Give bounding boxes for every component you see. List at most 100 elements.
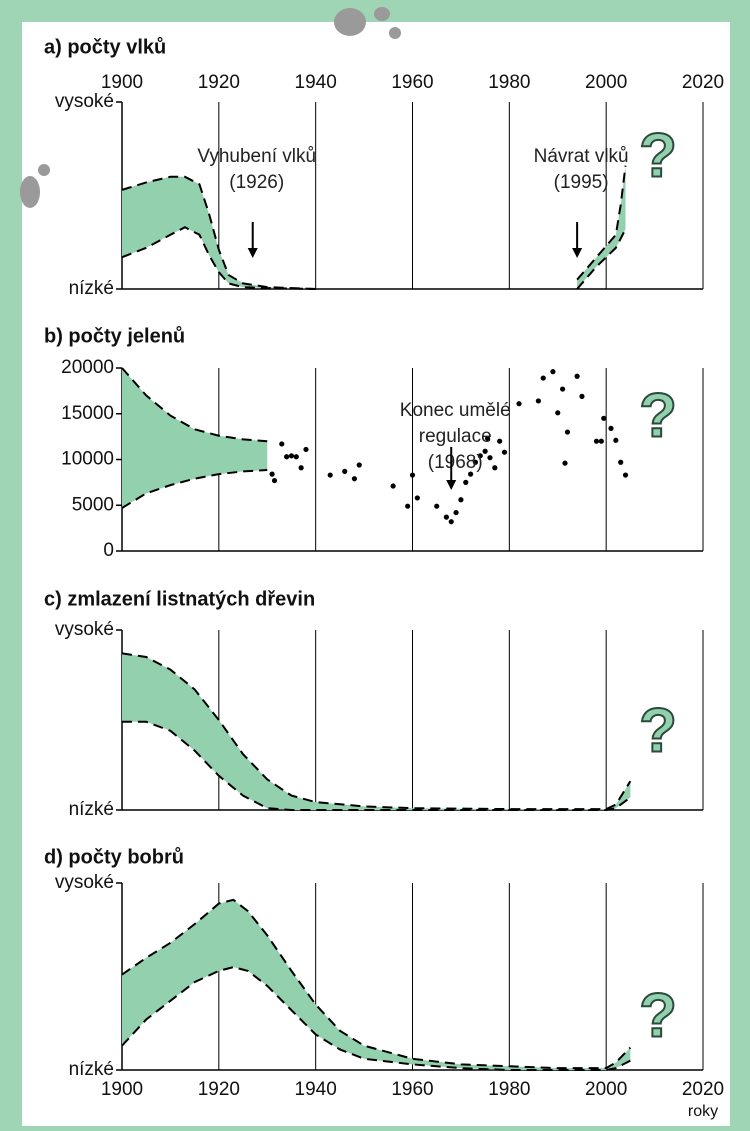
data-point xyxy=(482,448,488,454)
y-tick-label: vysoké xyxy=(55,619,114,640)
band-edge xyxy=(121,175,316,290)
band-edge xyxy=(121,367,268,443)
data-point xyxy=(303,446,309,453)
arrow-head xyxy=(446,480,457,490)
band-area xyxy=(122,368,268,508)
data-point xyxy=(559,386,566,392)
data-point xyxy=(492,465,498,471)
question-mark: ? xyxy=(639,696,677,765)
data-point xyxy=(601,415,607,421)
band-area xyxy=(122,899,631,1070)
y-tick-label: 15000 xyxy=(61,403,114,424)
y-tick-label: 0 xyxy=(103,540,114,561)
chart-title: d) počty bobrů xyxy=(44,846,184,868)
y-tick-label: nízké xyxy=(69,799,114,820)
data-point xyxy=(414,495,420,501)
data-point xyxy=(293,454,299,460)
x-tick-label: 1900 xyxy=(101,72,143,93)
annotation: (1995) xyxy=(554,172,609,193)
data-point xyxy=(458,497,464,503)
data-point xyxy=(468,471,474,477)
x-axis-label: roky xyxy=(688,1103,718,1120)
data-point xyxy=(564,429,571,435)
data-point xyxy=(484,435,491,442)
band-edge xyxy=(121,898,632,1070)
data-point xyxy=(477,453,483,459)
x-tick-label: 2020 xyxy=(682,1079,724,1100)
data-point xyxy=(356,462,362,468)
x-tick-label: 2000 xyxy=(585,72,627,93)
y-tick-label: nízké xyxy=(69,278,114,299)
y-tick-label: 10000 xyxy=(61,449,114,470)
band-area xyxy=(577,165,626,289)
data-point xyxy=(497,438,503,444)
data-point xyxy=(593,438,600,444)
band-area xyxy=(122,176,316,289)
data-point xyxy=(487,455,493,461)
data-point xyxy=(608,425,614,431)
band-edge xyxy=(576,165,627,281)
arrow-head xyxy=(572,248,583,258)
y-tick-label: 5000 xyxy=(72,494,114,515)
data-point xyxy=(443,514,449,520)
annotation: regulace xyxy=(419,426,492,447)
data-point xyxy=(613,437,619,443)
data-point xyxy=(550,369,556,375)
question-mark: ? xyxy=(639,981,677,1050)
data-point xyxy=(279,441,285,447)
y-tick-label: vysoké xyxy=(55,872,114,893)
band-edge xyxy=(121,226,316,290)
data-point xyxy=(540,375,546,381)
x-tick-label: 1940 xyxy=(295,72,337,93)
data-point xyxy=(327,472,333,478)
data-point xyxy=(434,503,440,509)
y-tick-label: nízké xyxy=(69,1059,114,1080)
paw-print xyxy=(20,7,401,208)
annotation: (1926) xyxy=(229,172,284,193)
data-point xyxy=(622,472,629,478)
data-point xyxy=(409,472,416,478)
x-tick-label: 1980 xyxy=(488,72,530,93)
question-mark: ? xyxy=(639,381,677,450)
data-point xyxy=(390,483,396,489)
arrow-head xyxy=(247,248,258,258)
data-point xyxy=(598,438,604,444)
data-point xyxy=(555,410,561,416)
chart-title: a) počty vlků xyxy=(44,36,166,58)
chart-title: b) počty jelenů xyxy=(44,325,185,347)
data-point xyxy=(405,503,411,509)
data-point xyxy=(453,509,459,516)
band-edge xyxy=(121,966,631,1071)
data-point xyxy=(579,393,585,399)
annotation: Vyhubení vlků xyxy=(197,146,316,167)
data-point xyxy=(271,477,278,484)
data-point xyxy=(342,468,348,474)
x-tick-label: 1980 xyxy=(488,1079,530,1100)
x-tick-label: 1920 xyxy=(198,72,240,93)
x-tick-label: 2000 xyxy=(585,1079,627,1100)
x-tick-label: 1960 xyxy=(391,1079,433,1100)
x-tick-label: 1920 xyxy=(198,1079,240,1100)
annotation: (1968) xyxy=(428,452,483,473)
x-tick-label: 1960 xyxy=(391,72,433,93)
data-point xyxy=(574,373,580,379)
x-tick-label: 2020 xyxy=(682,72,724,93)
data-point xyxy=(298,465,304,471)
y-tick-label: 20000 xyxy=(61,357,114,378)
x-tick-label: 1900 xyxy=(101,1079,143,1100)
band-area xyxy=(122,653,631,810)
question-mark: ? xyxy=(639,121,677,190)
annotation: Konec umělé xyxy=(400,400,511,421)
data-point xyxy=(562,460,568,466)
band-edge xyxy=(121,652,632,811)
y-tick-label: vysoké xyxy=(55,91,114,112)
data-point xyxy=(269,471,275,477)
annotation: Návrat vlků xyxy=(534,146,629,167)
data-point xyxy=(618,459,624,465)
data-point xyxy=(288,453,295,459)
data-point xyxy=(351,476,357,482)
data-point xyxy=(472,459,479,465)
data-point xyxy=(284,454,290,460)
